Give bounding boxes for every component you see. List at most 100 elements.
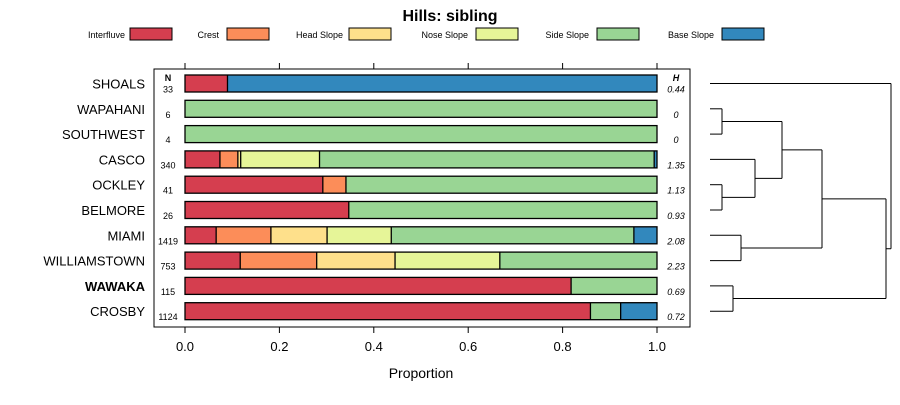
bar-segment-head-slope <box>316 252 396 270</box>
n-value: 1124 <box>158 312 177 322</box>
row-belmore: BELMORE 26 0.93 <box>81 200 685 221</box>
bar-outline <box>184 226 658 245</box>
bar-outline <box>184 251 658 270</box>
legend-swatch-crest <box>226 27 270 41</box>
bar-segment-interfluve <box>185 75 228 92</box>
bar-segment-side-slope <box>571 277 657 295</box>
bar-outline <box>184 200 658 220</box>
row-label: MIAMI <box>107 228 145 243</box>
chart-title: Hills: sibling <box>402 8 497 25</box>
bar-outline <box>184 175 658 194</box>
row-label: WILLIAMSTOWN <box>43 254 145 269</box>
legend-swatch-head-slope <box>348 27 392 41</box>
n-value: 33 <box>163 85 173 95</box>
bar-segment-nose-slope <box>327 226 392 244</box>
h-value: 2.08 <box>666 236 685 246</box>
legend-label-interfluve: Interfluve <box>88 30 125 40</box>
row-crosby: CROSBY 1124 0.72 <box>90 302 685 322</box>
n-value: 6 <box>165 110 170 120</box>
bar-segment-crest <box>240 252 317 270</box>
row-wapahani: WAPAHANI 6 0 <box>77 99 679 120</box>
x-tick-label: 1.0 <box>648 339 666 354</box>
bar-segment-base-slope <box>633 226 657 244</box>
plot-frame <box>153 68 691 328</box>
legend: Interfluve Crest Head Slope Nose Slope Side … <box>88 27 765 41</box>
x-tick-label: 0.0 <box>176 339 194 354</box>
row-label: OCKLEY <box>92 178 145 193</box>
rows: SHOALS 33 0.44 WAPAHANI 6 0 SOUTHWEST 4 0 CASCO 34… <box>43 74 686 322</box>
legend-label-crest: Crest <box>197 30 219 40</box>
bar-segment-base-slope <box>227 75 658 92</box>
n-value: 26 <box>163 211 173 221</box>
row-shoals: SHOALS 33 0.44 <box>92 74 685 95</box>
n-value: 340 <box>160 160 175 170</box>
bar-segment-interfluve <box>185 226 217 244</box>
h-value: 1.13 <box>667 186 685 196</box>
legend-swatch-side-slope <box>596 27 640 41</box>
bar-segment-side-slope <box>590 302 621 320</box>
x-tick-label: 0.8 <box>554 339 572 354</box>
bar-segment-interfluve <box>185 150 220 168</box>
legend-label-side-slope: Side Slope <box>545 30 589 40</box>
bar-segment-side-slope <box>345 176 657 194</box>
row-casco: CASCO 340 1.35 <box>99 150 686 170</box>
bar-outline <box>184 276 658 296</box>
bar-outline <box>184 302 658 321</box>
bar-segment-side-slope <box>391 226 634 244</box>
row-label: SHOALS <box>92 77 145 92</box>
bar-segment-side-slope <box>348 201 657 219</box>
h-value: 0.93 <box>667 211 685 221</box>
bar-segment-head-slope <box>270 226 328 244</box>
row-label: WAPAHANI <box>77 102 145 117</box>
row-label: WAWAKA <box>85 279 146 294</box>
n-column-header: N <box>165 73 172 83</box>
bar-segment-interfluve <box>185 277 572 295</box>
bar-segment-interfluve <box>185 252 241 270</box>
legend-label-head-slope: Head Slope <box>296 30 343 40</box>
row-label: CASCO <box>99 152 145 167</box>
legend-label-nose-slope: Nose Slope <box>421 30 468 40</box>
bar-outline <box>184 99 658 118</box>
top-ticks <box>184 63 658 69</box>
legend-swatch-interfluve <box>129 27 173 41</box>
row-miami: MIAMI 1419 2.08 <box>107 226 685 246</box>
x-axis-label: Proportion <box>389 365 454 381</box>
bar-segment-interfluve <box>185 176 323 194</box>
x-tick-label: 0.4 <box>365 339 383 354</box>
h-value: 2.23 <box>666 262 685 272</box>
bar-segment-head-slope <box>237 150 241 168</box>
bar-segment-interfluve <box>185 201 349 219</box>
n-value: 4 <box>165 135 170 145</box>
h-value: 0.44 <box>667 85 685 95</box>
bar-segment-interfluve <box>185 302 591 320</box>
h-value: 0.69 <box>667 287 685 297</box>
row-label: SOUTHWEST <box>62 127 145 142</box>
x-tick-label: 0.6 <box>459 339 477 354</box>
h-value: 0 <box>673 135 678 145</box>
n-value: 753 <box>160 262 175 272</box>
bar-segment-side-slope <box>319 150 655 168</box>
row-southwest: SOUTHWEST 4 0 <box>62 124 679 145</box>
row-wawaka: WAWAKA 115 0.69 <box>85 276 685 297</box>
bar-segment-side-slope <box>499 252 657 270</box>
bar-segment-crest <box>322 176 346 194</box>
legend-swatch-base-slope <box>721 27 765 41</box>
h-value: 0 <box>673 110 678 120</box>
row-label: BELMORE <box>81 203 145 218</box>
n-value: 115 <box>161 287 175 297</box>
bar-segment-base-slope <box>620 302 657 320</box>
bar-segment-crest <box>219 150 238 168</box>
bar-segment-crest <box>216 226 271 244</box>
n-value: 1419 <box>158 236 178 246</box>
h-value: 1.35 <box>667 160 686 170</box>
legend-label-base-slope: Base Slope <box>668 30 714 40</box>
bar-segment-side-slope <box>185 100 657 118</box>
x-axis: 0.0 0.2 0.4 0.6 0.8 1.0 <box>176 327 666 354</box>
h-column-header: H <box>673 73 680 83</box>
bar-outline <box>184 74 658 93</box>
row-label: CROSBY <box>90 304 145 319</box>
row-ockley: OCKLEY 41 1.13 <box>92 175 685 196</box>
bar-segment-base-slope <box>654 150 657 168</box>
